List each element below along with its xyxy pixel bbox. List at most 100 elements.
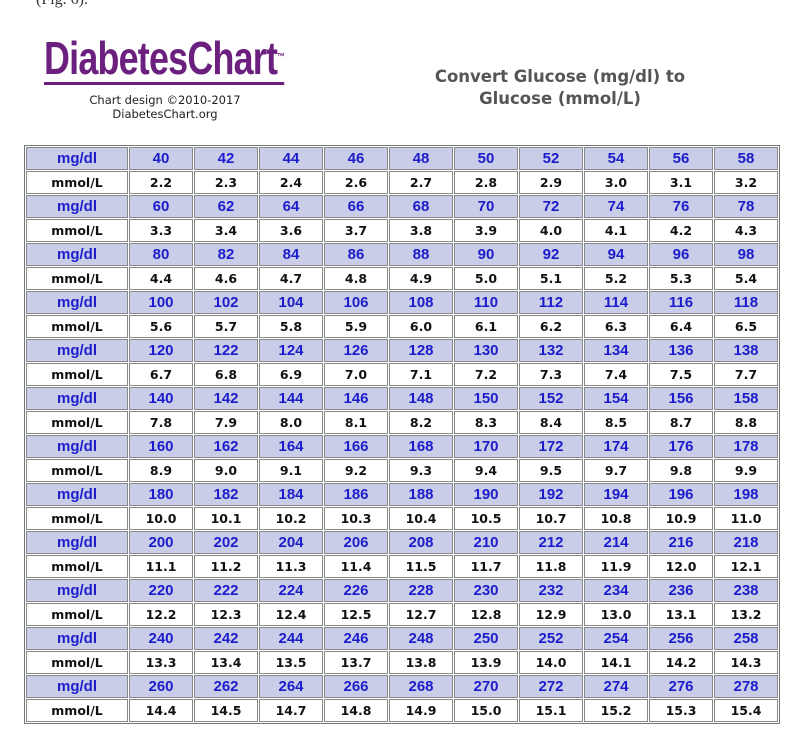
table-cell: 13.9 xyxy=(454,651,518,674)
table-cell: 156 xyxy=(649,387,713,410)
table-cell: 108 xyxy=(389,291,453,314)
table-cell: 68 xyxy=(389,195,453,218)
table-cell: 230 xyxy=(454,579,518,602)
table-cell: 12.3 xyxy=(194,603,258,626)
table-cell: 10.9 xyxy=(649,507,713,530)
table-cell: 11.9 xyxy=(584,555,648,578)
table-row: mmol/L 4.4 4.6 4.7 4.8 4.9 5.0 5.1 5.2 5.3 5.4 xyxy=(26,267,778,290)
table-cell: 140 xyxy=(129,387,193,410)
table-cell: 182 xyxy=(194,483,258,506)
table-cell: 92 xyxy=(519,243,583,266)
table-cell: 190 xyxy=(454,483,518,506)
table-cell: 114 xyxy=(584,291,648,314)
row-label: mg/dl xyxy=(26,195,128,218)
table-cell: 10.0 xyxy=(129,507,193,530)
row-label: mmol/L xyxy=(26,459,128,482)
table-cell: 164 xyxy=(259,435,323,458)
table-cell: 7.5 xyxy=(649,363,713,386)
table-cell: 14.5 xyxy=(194,699,258,722)
table-cell: 120 xyxy=(129,339,193,362)
table-row: mg/dl 200 202 204 206 208 210 212 214 216 218 xyxy=(26,531,778,554)
table-cell: 15.1 xyxy=(519,699,583,722)
table-cell: 200 xyxy=(129,531,193,554)
table-cell: 82 xyxy=(194,243,258,266)
table-cell: 3.2 xyxy=(714,171,778,194)
row-label: mg/dl xyxy=(26,579,128,602)
table-cell: 174 xyxy=(584,435,648,458)
table-cell: 64 xyxy=(259,195,323,218)
table-cell: 6.3 xyxy=(584,315,648,338)
table-cell: 116 xyxy=(649,291,713,314)
table-cell: 6.4 xyxy=(649,315,713,338)
table-cell: 5.3 xyxy=(649,267,713,290)
table-cell: 202 xyxy=(194,531,258,554)
table-cell: 178 xyxy=(714,435,778,458)
table-cell: 238 xyxy=(714,579,778,602)
table-cell: 172 xyxy=(519,435,583,458)
table-cell: 266 xyxy=(324,675,388,698)
table-row: mg/dl 40 42 44 46 48 50 52 54 56 58 xyxy=(26,147,778,170)
table-row: mg/dl 260 262 264 266 268 270 272 274 276 278 xyxy=(26,675,778,698)
table-cell: 90 xyxy=(454,243,518,266)
caption-fragment: (Fig. 6). xyxy=(36,0,88,9)
credit-line: Chart design ©2010-2017 xyxy=(89,93,241,107)
table-cell: 14.1 xyxy=(584,651,648,674)
table-cell: 112 xyxy=(519,291,583,314)
table-row: mg/dl 80 82 84 86 88 90 92 94 96 98 xyxy=(26,243,778,266)
table-cell: 240 xyxy=(129,627,193,650)
table-cell: 11.2 xyxy=(194,555,258,578)
table-cell: 150 xyxy=(454,387,518,410)
table-row: mg/dl 120 122 124 126 128 130 132 134 136 138 xyxy=(26,339,778,362)
table-cell: 206 xyxy=(324,531,388,554)
table-cell: 248 xyxy=(389,627,453,650)
table-cell: 4.6 xyxy=(194,267,258,290)
table-cell: 180 xyxy=(129,483,193,506)
table-cell: 13.2 xyxy=(714,603,778,626)
table-cell: 3.9 xyxy=(454,219,518,242)
table-cell: 7.7 xyxy=(714,363,778,386)
table-cell: 9.8 xyxy=(649,459,713,482)
table-cell: 278 xyxy=(714,675,778,698)
table-cell: 262 xyxy=(194,675,258,698)
table-cell: 5.0 xyxy=(454,267,518,290)
table-cell: 98 xyxy=(714,243,778,266)
table-cell: 232 xyxy=(519,579,583,602)
table-cell: 102 xyxy=(194,291,258,314)
table-cell: 216 xyxy=(649,531,713,554)
row-label: mmol/L xyxy=(26,171,128,194)
row-label: mmol/L xyxy=(26,699,128,722)
table-row: mmol/L 10.0 10.1 10.2 10.3 10.4 10.5 10.7 10.8 10… xyxy=(26,507,778,530)
table-body: mg/dl 40 42 44 46 48 50 52 54 56 58 mmol/L 2.2 2.3 2.4… xyxy=(26,147,778,722)
table-cell: 3.7 xyxy=(324,219,388,242)
table-cell: 8.4 xyxy=(519,411,583,434)
row-label: mmol/L xyxy=(26,267,128,290)
row-label: mmol/L xyxy=(26,603,128,626)
table-cell: 4.3 xyxy=(714,219,778,242)
row-label: mmol/L xyxy=(26,555,128,578)
table-cell: 94 xyxy=(584,243,648,266)
table-cell: 13.1 xyxy=(649,603,713,626)
table-cell: 124 xyxy=(259,339,323,362)
row-label: mg/dl xyxy=(26,627,128,650)
table-cell: 6.9 xyxy=(259,363,323,386)
table-cell: 13.5 xyxy=(259,651,323,674)
table-cell: 40 xyxy=(129,147,193,170)
table-cell: 144 xyxy=(259,387,323,410)
table-cell: 184 xyxy=(259,483,323,506)
table-cell: 3.6 xyxy=(259,219,323,242)
table-cell: 220 xyxy=(129,579,193,602)
table-cell: 62 xyxy=(194,195,258,218)
row-label: mmol/L xyxy=(26,411,128,434)
table-cell: 132 xyxy=(519,339,583,362)
site-line: DiabetesChart.org xyxy=(112,107,218,121)
row-label: mg/dl xyxy=(26,387,128,410)
table-cell: 76 xyxy=(649,195,713,218)
table-cell: 256 xyxy=(649,627,713,650)
table-cell: 7.2 xyxy=(454,363,518,386)
table-cell: 158 xyxy=(714,387,778,410)
table-cell: 100 xyxy=(129,291,193,314)
table-row: mg/dl 100 102 104 106 108 110 112 114 116 118 xyxy=(26,291,778,314)
row-label: mg/dl xyxy=(26,435,128,458)
credit: Chart design ©2010-2017 DiabetesChart.or… xyxy=(60,93,270,121)
table-cell: 10.7 xyxy=(519,507,583,530)
